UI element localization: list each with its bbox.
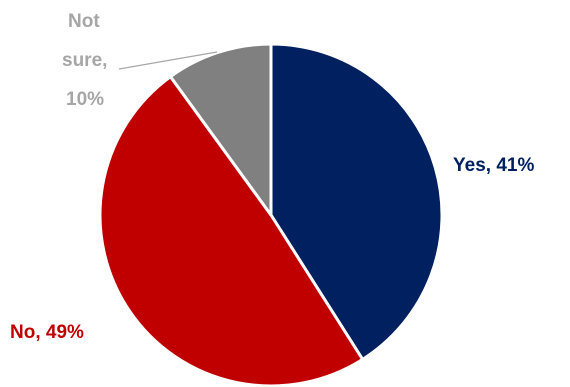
- slice-not-sure: [168, 42, 273, 220]
- pie-slices: [98, 42, 444, 387]
- label-not-sure-line-2: sure,: [62, 50, 107, 71]
- label-yes: Yes, 41%: [453, 155, 534, 176]
- label-not-sure: Not sure, 10%: [62, 11, 107, 110]
- label-not-sure-line-3: 10%: [66, 89, 104, 110]
- slice-no: [98, 74, 365, 387]
- not-sure-leader-line: [118, 51, 218, 70]
- label-no: No, 49%: [10, 322, 84, 343]
- label-not-sure-line-1: Not: [68, 11, 100, 32]
